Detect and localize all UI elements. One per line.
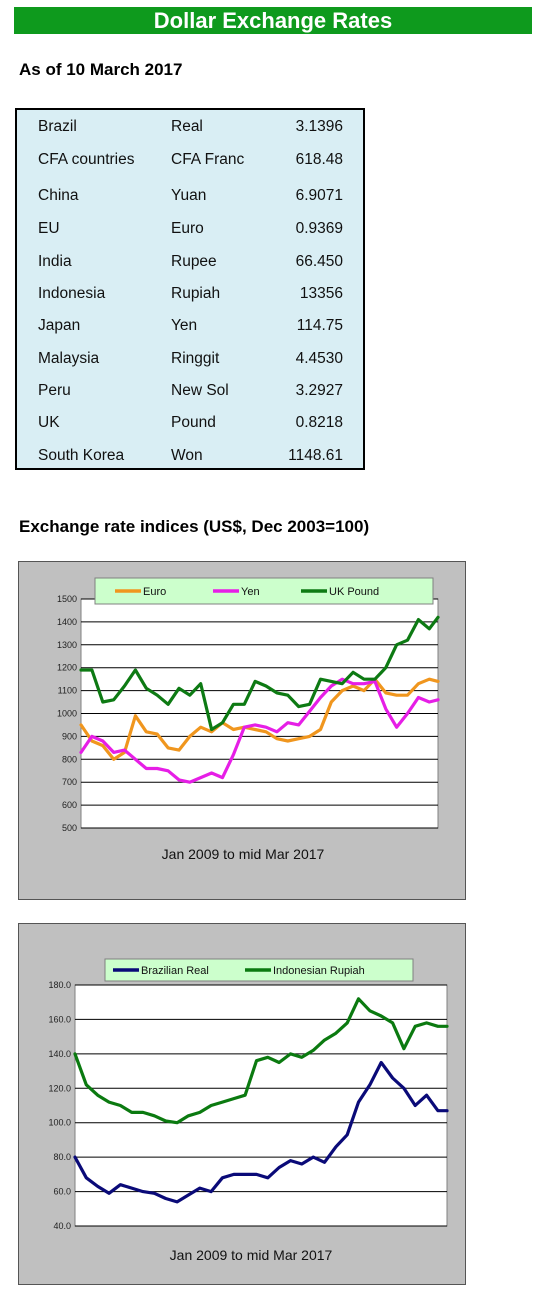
plot-area (74, 984, 448, 1227)
rate-row: Japan Yen 114.75 (17, 317, 363, 341)
currency-name: Euro (171, 220, 204, 237)
indices-heading: Exchange rate indices (US$, Dec 2003=100… (19, 517, 370, 536)
country-name: CFA countries (38, 151, 135, 168)
legend-label: Indonesian Rupiah (273, 965, 365, 977)
country-name: EU (38, 220, 60, 237)
country-name: Malaysia (38, 350, 100, 367)
rate-value: 66.450 (295, 253, 343, 270)
country-name: Peru (38, 382, 71, 399)
rate-value: 0.8218 (295, 414, 343, 431)
series-line-euro (79, 677, 440, 761)
rate-row: Peru New Sol 3.2927 (17, 382, 363, 406)
rate-value: 4.4530 (295, 350, 343, 367)
country-name: China (38, 187, 79, 204)
rate-row: Malaysia Ringgit 4.4530 (17, 350, 363, 374)
rate-value: 3.2927 (295, 382, 343, 399)
series-line-yen (79, 677, 440, 784)
legend-label: Yen (241, 586, 260, 598)
currency-name: Yuan (171, 187, 207, 204)
rate-row: India Rupee 66.450 (17, 253, 363, 277)
y-tick-label: 1000 (57, 709, 77, 719)
y-tick-label: 800 (62, 754, 77, 764)
y-tick-label: 600 (62, 800, 77, 810)
legend-label: Brazilian Real (141, 965, 209, 977)
currency-name: New Sol (171, 382, 229, 399)
rate-row: China Yuan 6.9071 (17, 187, 363, 211)
country-name: UK (38, 414, 60, 431)
legend (94, 577, 434, 605)
rate-row: Brazil Real 3.1396 (17, 118, 363, 142)
rate-value: 13356 (299, 285, 343, 302)
page-title: Dollar Exchange Rates (14, 7, 532, 34)
y-tick-label: 180.0 (48, 980, 71, 990)
chart-emerging-currencies: 40.0 60.0 80.0 100.0 120.0 140.0 160.0 180.0 Bra… (48, 958, 449, 1263)
country-name: Indonesia (38, 285, 106, 302)
rate-value: 618.48 (295, 151, 343, 168)
y-tick-label: 80.0 (53, 1152, 71, 1162)
y-tick-label: 700 (62, 777, 77, 787)
x-axis-label: Jan 2009 to mid Mar 2017 (162, 846, 325, 862)
legend-label: Euro (143, 586, 166, 598)
rate-value: 3.1396 (295, 118, 343, 135)
exchange-rates-table: Brazil Real 3.1396 CFA countries CFA Franc 61… (15, 108, 365, 470)
series-line-uk-pound (79, 615, 440, 732)
rate-value: 114.75 (296, 317, 343, 334)
country-name: South Korea (38, 447, 125, 464)
rate-row: CFA countries CFA Franc 618.48 (17, 151, 363, 175)
y-tick-label: 140.0 (48, 1049, 71, 1059)
currency-name: Rupee (171, 253, 217, 270)
y-tick-label: 1500 (57, 594, 77, 604)
country-name: Japan (38, 317, 81, 334)
currency-name: Rupiah (171, 285, 221, 302)
y-tick-label: 1200 (57, 663, 77, 673)
y-tick-label: 160.0 (48, 1014, 71, 1024)
chart-panel-emerging-currencies: 40.0 60.0 80.0 100.0 120.0 140.0 160.0 180.0 Bra… (18, 923, 466, 1285)
as-of-date: As of 10 March 2017 (19, 60, 183, 79)
y-tick-label: 1100 (58, 686, 77, 696)
y-tick-label: 60.0 (53, 1187, 71, 1197)
y-tick-label: 100.0 (48, 1118, 71, 1128)
currency-name: Won (171, 447, 203, 464)
country-name: India (38, 253, 72, 270)
rate-row: South Korea Won 1148.61 (17, 447, 363, 471)
chart-panel-major-currencies: 500 600 700 800 900 1000 1100 1200 1300 1400 1500 E… (18, 561, 466, 900)
rate-row: Indonesia Rupiah 13356 (17, 285, 363, 309)
country-name: Brazil (38, 118, 77, 135)
series-line-brazilian-real (73, 1060, 449, 1204)
currency-name: CFA Franc (171, 151, 245, 168)
x-axis-label: Jan 2009 to mid Mar 2017 (170, 1247, 333, 1263)
y-tick-label: 900 (62, 731, 77, 741)
rate-value: 0.9369 (295, 220, 343, 237)
currency-name: Yen (171, 317, 198, 334)
y-tick-label: 40.0 (53, 1221, 71, 1231)
rate-value: 6.9071 (295, 187, 343, 204)
rate-value: 1148.61 (288, 447, 343, 464)
currency-name: Pound (171, 414, 216, 431)
y-tick-label: 500 (62, 823, 77, 833)
y-tick-label: 120.0 (48, 1083, 71, 1093)
y-tick-label: 1300 (57, 640, 77, 650)
series-line-indonesian-rupiah (73, 997, 449, 1125)
rate-row: UK Pound 0.8218 (17, 414, 363, 438)
currency-name: Real (171, 118, 203, 135)
y-tick-label: 1400 (57, 617, 77, 627)
currency-name: Ringgit (171, 350, 220, 367)
rate-row: EU Euro 0.9369 (17, 220, 363, 244)
legend-label: UK Pound (329, 586, 379, 598)
chart-major-currencies: 500 600 700 800 900 1000 1100 1200 1300 1400 1500 E… (57, 577, 440, 862)
